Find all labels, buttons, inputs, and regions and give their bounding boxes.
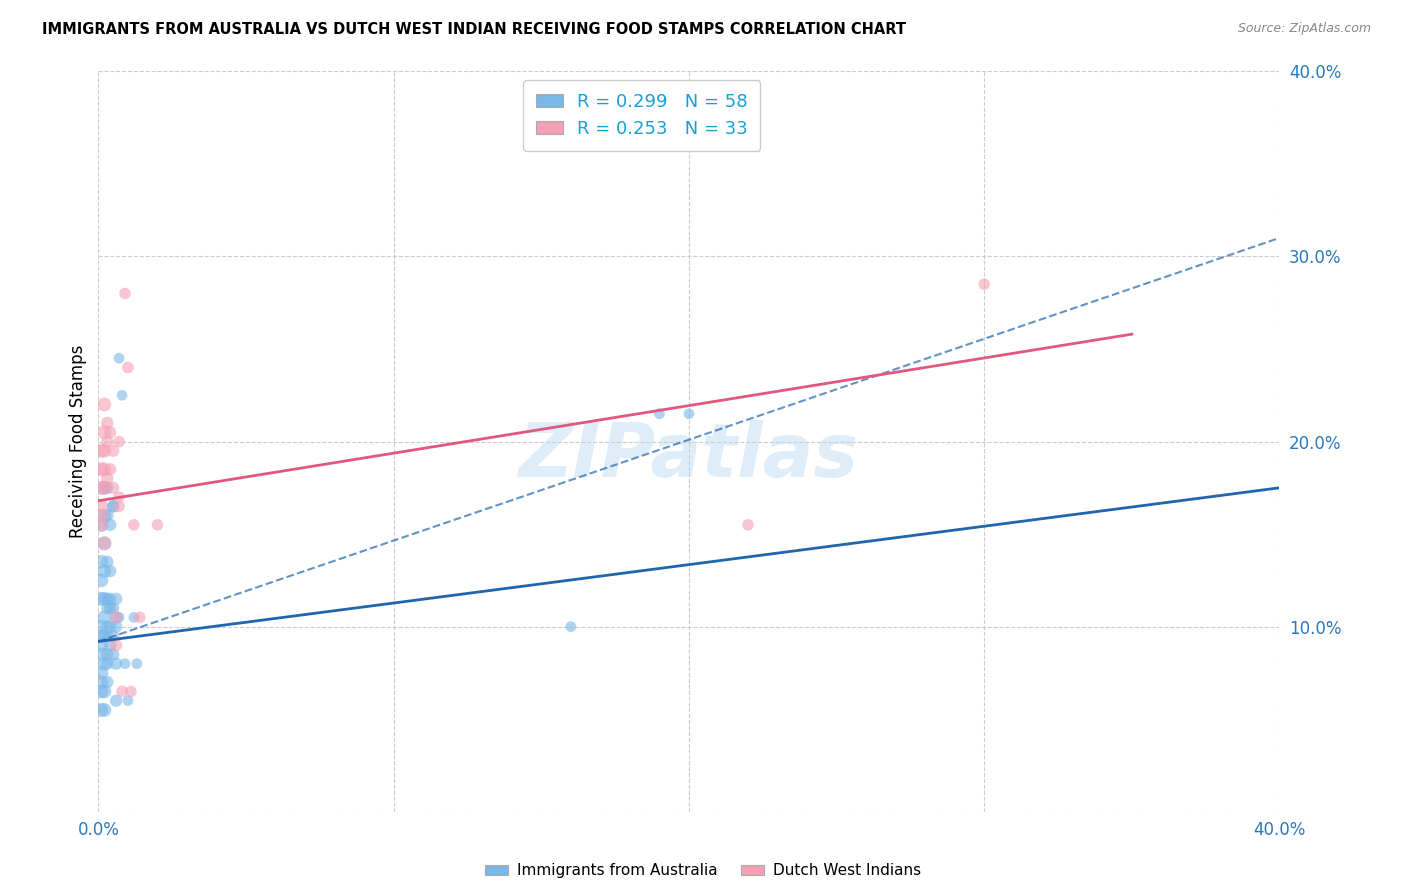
Point xyxy=(90,648,112,662)
Point xyxy=(93,481,115,495)
Point xyxy=(93,536,115,550)
Point xyxy=(93,591,115,606)
Point xyxy=(96,591,118,606)
Point xyxy=(96,648,118,662)
Text: ZIPatlas: ZIPatlas xyxy=(519,420,859,493)
Point xyxy=(93,610,115,624)
Point xyxy=(122,610,145,624)
Point xyxy=(98,462,121,476)
Point xyxy=(93,536,115,550)
Point xyxy=(108,434,131,449)
Point xyxy=(98,425,121,440)
Point xyxy=(96,471,118,485)
Point xyxy=(93,481,115,495)
Point xyxy=(93,564,115,578)
Point xyxy=(98,564,121,578)
Point xyxy=(96,657,118,671)
Y-axis label: Receiving Food Stamps: Receiving Food Stamps xyxy=(69,345,87,538)
Point xyxy=(108,490,131,504)
Point xyxy=(93,462,115,476)
Point xyxy=(114,657,136,671)
Point xyxy=(96,675,118,690)
Point xyxy=(93,397,115,411)
Point xyxy=(90,574,112,588)
Point xyxy=(90,517,112,532)
Point xyxy=(90,555,112,569)
Point xyxy=(146,517,169,532)
Point xyxy=(973,277,995,292)
Point xyxy=(90,675,112,690)
Text: IMMIGRANTS FROM AUSTRALIA VS DUTCH WEST INDIAN RECEIVING FOOD STAMPS CORRELATION: IMMIGRANTS FROM AUSTRALIA VS DUTCH WEST … xyxy=(42,22,907,37)
Point xyxy=(678,407,700,421)
Point xyxy=(93,703,115,717)
Point xyxy=(105,657,128,671)
Point xyxy=(103,601,125,615)
Point xyxy=(105,610,128,624)
Point xyxy=(560,619,582,633)
Point xyxy=(93,629,115,643)
Point xyxy=(93,443,115,458)
Point xyxy=(114,286,136,301)
Point xyxy=(90,684,112,698)
Point xyxy=(90,500,112,514)
Point xyxy=(90,629,112,643)
Point xyxy=(90,703,112,717)
Point xyxy=(90,638,112,652)
Text: Source: ZipAtlas.com: Source: ZipAtlas.com xyxy=(1237,22,1371,36)
Point xyxy=(90,443,112,458)
Point xyxy=(108,500,131,514)
Point xyxy=(96,629,118,643)
Point xyxy=(96,555,118,569)
Point xyxy=(90,481,112,495)
Point xyxy=(90,462,112,476)
Point xyxy=(96,434,118,449)
Point xyxy=(128,610,150,624)
Point xyxy=(105,610,128,624)
Point xyxy=(103,481,125,495)
Point xyxy=(120,684,142,698)
Point xyxy=(93,684,115,698)
Point xyxy=(111,388,134,402)
Point xyxy=(96,619,118,633)
Point xyxy=(98,517,121,532)
Point xyxy=(117,360,139,375)
Point xyxy=(98,591,121,606)
Point xyxy=(103,629,125,643)
Point xyxy=(98,601,121,615)
Point xyxy=(98,638,121,652)
Point xyxy=(105,638,128,652)
Point xyxy=(108,610,131,624)
Point xyxy=(103,443,125,458)
Point xyxy=(96,508,118,523)
Point xyxy=(90,517,112,532)
Point xyxy=(90,619,112,633)
Point xyxy=(117,694,139,708)
Point xyxy=(103,500,125,514)
Point xyxy=(105,694,128,708)
Point xyxy=(103,648,125,662)
Point xyxy=(737,517,759,532)
Point xyxy=(108,351,131,366)
Point xyxy=(96,416,118,430)
Point xyxy=(93,657,115,671)
Point xyxy=(111,684,134,698)
Point xyxy=(93,425,115,440)
Point xyxy=(105,591,128,606)
Point xyxy=(122,517,145,532)
Point xyxy=(90,591,112,606)
Point xyxy=(90,508,112,523)
Legend: Immigrants from Australia, Dutch West Indians: Immigrants from Australia, Dutch West In… xyxy=(479,857,927,884)
Point xyxy=(98,619,121,633)
Point xyxy=(125,657,148,671)
Point xyxy=(96,481,118,495)
Legend: R = 0.299   N = 58, R = 0.253   N = 33: R = 0.299 N = 58, R = 0.253 N = 33 xyxy=(523,80,761,151)
Point xyxy=(105,619,128,633)
Point xyxy=(96,601,118,615)
Point xyxy=(90,665,112,680)
Point xyxy=(648,407,671,421)
Point xyxy=(103,500,125,514)
Point xyxy=(93,508,115,523)
